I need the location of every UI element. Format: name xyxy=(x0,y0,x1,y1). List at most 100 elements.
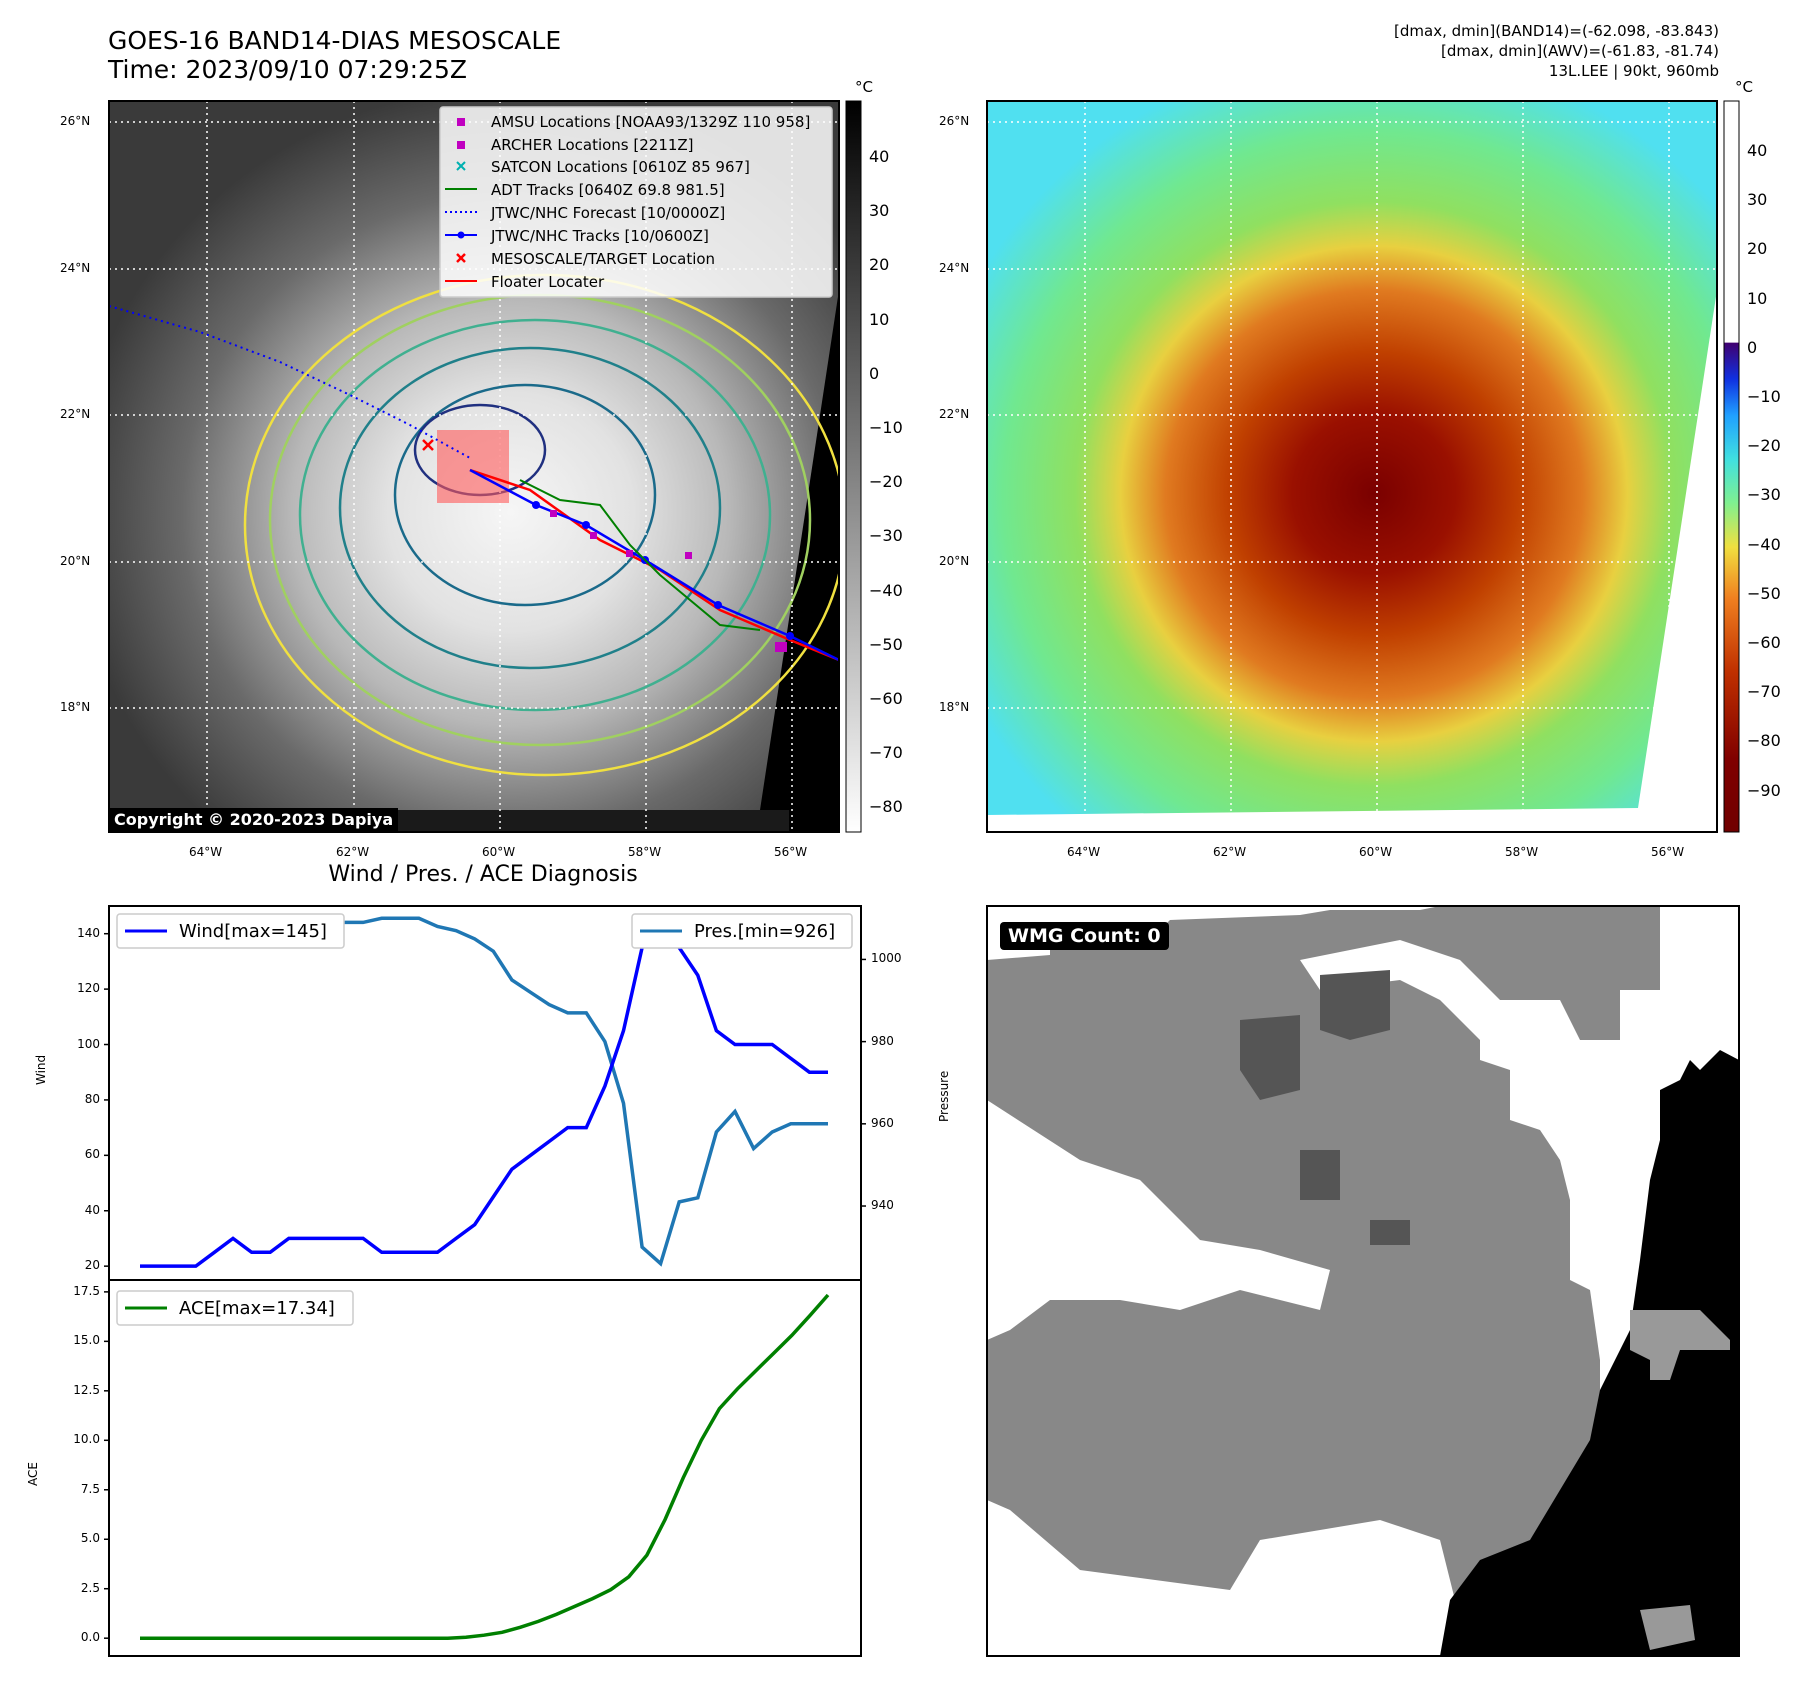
ace-axis-label: ACE xyxy=(26,1462,40,1486)
colorbar-left-tick: −30 xyxy=(869,526,903,546)
colorbar-right-tick: −20 xyxy=(1747,436,1781,456)
floater-box xyxy=(437,430,509,503)
legend-floater: Floater Locater xyxy=(491,273,605,291)
pressure-tick-label: 980 xyxy=(871,1033,894,1048)
ace-tick-label: 10.0 xyxy=(73,1432,100,1447)
lat-label-left: 18°N xyxy=(60,700,91,714)
colorbar-right-tick: −10 xyxy=(1747,387,1781,406)
lon-label-right: 64°W xyxy=(1067,845,1101,859)
wind-tick-label: 120 xyxy=(77,981,100,996)
wind-legend-label: Wind[max=145] xyxy=(179,921,327,942)
colorbar-left-tick: 40 xyxy=(869,147,890,166)
ace-tick-label: 0.0 xyxy=(80,1630,100,1645)
colorbar-right-unit: °C xyxy=(1735,78,1753,96)
lat-label-right: 24°N xyxy=(939,261,970,275)
info-line-2: [dmax, dmin](AWV)=(-61.83, -81.74) xyxy=(1440,42,1719,60)
ace-legend-label: ACE[max=17.34] xyxy=(179,1298,335,1319)
ace-tick-label: 12.5 xyxy=(73,1382,100,1397)
pressure-tick-label: 940 xyxy=(871,1198,894,1213)
colorbar-right-tick: −90 xyxy=(1747,780,1781,800)
archer-points xyxy=(550,510,787,652)
colorbar-left-tick: −50 xyxy=(869,634,903,654)
lon-label-right: 60°W xyxy=(1359,845,1393,859)
info-line-3: 13L.LEE | 90kt, 960mb xyxy=(1548,62,1719,80)
colorbar-right-tick: 40 xyxy=(1747,141,1768,160)
lat-label-right: 26°N xyxy=(939,114,970,128)
colorbar-right-tick: −50 xyxy=(1747,583,1781,603)
ace-series-line xyxy=(140,1293,830,1640)
lat-label-right: 20°N xyxy=(939,554,970,568)
band14-map xyxy=(108,100,840,833)
lat-label-left: 20°N xyxy=(60,554,91,568)
lat-label-left: 24°N xyxy=(60,261,91,275)
lon-label-left: 62°W xyxy=(336,845,370,859)
legend-satcon: SATCON Locations [0610Z 85 967] xyxy=(491,158,750,176)
pressure-tick-label: 960 xyxy=(871,1115,894,1130)
wind-tick-label: 60 xyxy=(84,1147,100,1162)
lon-label-right: 56°W xyxy=(1651,845,1685,859)
page-time: Time: 2023/09/10 07:29:25Z xyxy=(108,55,467,84)
ace-tick-label: 17.5 xyxy=(73,1283,100,1298)
ace-tick-label: 2.5 xyxy=(80,1580,100,1595)
colorbar-left-tick: 10 xyxy=(869,309,890,329)
colorbar-right-tick: −60 xyxy=(1747,633,1781,652)
legend-tracks: JTWC/NHC Tracks [10/0600Z] xyxy=(491,227,709,245)
colorbar-right-tick: 0 xyxy=(1747,337,1758,357)
lon-label-right: 62°W xyxy=(1213,845,1247,859)
colorbar-left-tick: −60 xyxy=(869,689,903,708)
colorbar-right-tick: −40 xyxy=(1747,534,1781,554)
lon-label-left: 64°W xyxy=(189,845,223,859)
lon-label-left: 60°W xyxy=(482,845,516,859)
colorbar-right-tick: 10 xyxy=(1747,288,1768,308)
lat-label-right: 18°N xyxy=(939,700,970,714)
adt-track xyxy=(519,479,761,631)
wind-tick-label: 80 xyxy=(84,1091,100,1106)
colorbar-left-tick: −80 xyxy=(869,797,903,817)
wind-tick-label: 100 xyxy=(77,1036,100,1051)
ace-tick-label: 15.0 xyxy=(73,1333,100,1348)
lon-label-left: 56°W xyxy=(774,845,808,859)
wmg-count-badge: WMG Count: 0 xyxy=(1000,922,1169,950)
colorbar-right-tick: −80 xyxy=(1747,731,1781,751)
wind-series-line xyxy=(140,916,828,1268)
pressure-series-line xyxy=(140,916,828,1267)
colorbar-left-tick: −40 xyxy=(869,580,903,600)
colorbar-left-unit: °C xyxy=(855,78,873,96)
nhc-track-points xyxy=(532,501,794,640)
page-title: GOES-16 BAND14-DIAS MESOSCALE xyxy=(108,26,562,55)
lat-label-left: 26°N xyxy=(60,114,91,128)
pressure-axis-label: Pressure xyxy=(937,1070,951,1122)
lon-label-right: 58°W xyxy=(1505,845,1539,859)
colorbar-left-tick: 0 xyxy=(869,363,880,383)
colorbar-right-tick: 20 xyxy=(1747,239,1768,259)
legend-archer: ARCHER Locations [2211Z] xyxy=(491,136,694,154)
colorbar-right-tick: −70 xyxy=(1747,682,1781,702)
legend xyxy=(439,106,833,298)
pressure-tick-label: 1000 xyxy=(871,951,902,966)
legend-target: MESOSCALE/TARGET Location xyxy=(491,250,716,268)
legend-adt: ADT Tracks [0640Z 69.8 981.5] xyxy=(491,181,725,199)
forecast-track xyxy=(109,305,471,459)
wind-tick-label: 40 xyxy=(84,1202,100,1217)
lat-label-right: 22°N xyxy=(939,407,970,421)
colorbar-left-tick: −10 xyxy=(869,418,903,437)
colorbar-left-tick: 30 xyxy=(869,201,890,221)
legend-forecast: JTWC/NHC Forecast [10/0000Z] xyxy=(491,204,726,222)
copyright: Copyright © 2020-2023 Dapiya xyxy=(109,808,399,831)
lon-label-left: 58°W xyxy=(628,845,662,859)
legend-amsu: AMSU Locations [NOAA93/1329Z 110 958] xyxy=(491,113,811,131)
colorbar-right-tick: 30 xyxy=(1747,190,1768,210)
colorbar-left-tick: −20 xyxy=(869,472,903,492)
lat-label-left: 22°N xyxy=(60,407,91,421)
pres-legend-label: Pres.[min=926] xyxy=(694,921,836,942)
colorbar-left-tick: −70 xyxy=(869,743,903,763)
target-marker xyxy=(422,439,434,451)
wind-tick-label: 140 xyxy=(77,925,100,940)
info-line-1: [dmax, dmin](BAND14)=(-62.098, -83.843) xyxy=(1394,22,1719,40)
colorbar-left-tick: 20 xyxy=(869,255,890,275)
colorbar-right-tick: −30 xyxy=(1747,485,1781,505)
ace-tick-label: 7.5 xyxy=(80,1481,100,1496)
wind-tick-label: 20 xyxy=(84,1258,100,1273)
ace-tick-label: 5.0 xyxy=(80,1531,100,1546)
wind-axis-label: Wind xyxy=(34,1054,48,1085)
